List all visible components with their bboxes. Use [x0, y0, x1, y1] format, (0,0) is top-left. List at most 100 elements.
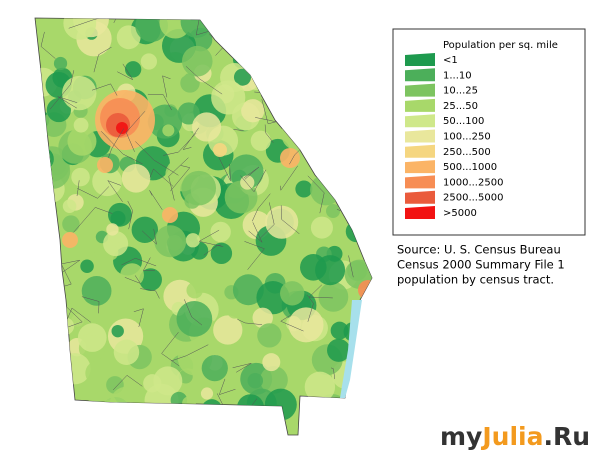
density-patch	[318, 281, 349, 312]
county-line	[280, 314, 304, 332]
county-line	[68, 18, 111, 29]
density-patch	[353, 45, 368, 60]
density-patch	[71, 167, 90, 187]
county-line	[149, 190, 163, 210]
density-patch	[264, 388, 297, 421]
density-patch	[257, 323, 282, 348]
county-line	[135, 141, 179, 176]
density-patch	[35, 214, 42, 227]
county-line	[184, 299, 203, 326]
density-patch	[264, 68, 297, 101]
density-patch	[304, 371, 336, 403]
urban-patch	[97, 157, 113, 173]
density-patch	[346, 153, 372, 188]
county-line	[59, 334, 70, 349]
density-patch	[35, 237, 60, 267]
county-line	[133, 308, 144, 328]
density-patch	[181, 45, 213, 77]
density-patch	[201, 399, 223, 420]
density-patch	[352, 128, 369, 145]
density-patch	[135, 18, 168, 42]
density-patch	[35, 152, 46, 166]
density-patch	[81, 400, 115, 435]
density-patch	[62, 75, 97, 111]
legend-swatch	[405, 160, 435, 174]
county-line	[76, 180, 80, 197]
density-patch	[323, 84, 355, 116]
density-patch	[245, 18, 273, 33]
county-line	[308, 284, 333, 299]
density-patch	[326, 204, 341, 219]
density-patch	[92, 166, 122, 197]
county-line	[141, 228, 157, 245]
legend-label: 500...1000	[443, 162, 497, 173]
coast-water	[340, 300, 362, 398]
density-patch	[310, 174, 342, 206]
density-patch	[106, 223, 119, 236]
source-line: Census 2000 Summary File 1	[397, 258, 565, 272]
urban-patch	[162, 207, 178, 223]
density-patch	[103, 231, 129, 257]
density-patch	[73, 117, 89, 133]
density-patch	[228, 154, 264, 190]
density-patch	[314, 394, 350, 429]
density-patch	[333, 174, 356, 197]
county-line	[93, 46, 112, 73]
county-line	[264, 124, 274, 143]
source-line: population by census tract.	[397, 273, 554, 287]
county-line	[49, 70, 75, 110]
density-patch	[192, 112, 222, 142]
density-patch	[260, 366, 288, 394]
county-line	[218, 378, 236, 396]
county-line	[100, 131, 143, 165]
density-patch	[182, 396, 196, 411]
county-line	[168, 157, 189, 201]
density-patch	[262, 353, 281, 372]
county-line	[198, 229, 224, 247]
county-line	[334, 18, 342, 22]
density-patch	[261, 18, 281, 34]
density-patch	[127, 426, 140, 435]
density-patch	[109, 386, 145, 422]
density-patch	[116, 25, 141, 50]
county-line	[77, 186, 110, 199]
density-patch	[246, 18, 263, 30]
county-line	[259, 202, 275, 240]
legend-label: 100...250	[443, 132, 491, 143]
density-patch	[351, 380, 368, 397]
density-patch	[241, 99, 265, 123]
density-patch	[237, 394, 265, 422]
density-patch	[323, 152, 342, 170]
density-patch	[121, 164, 151, 193]
urban-patch	[213, 143, 227, 157]
county-line	[280, 165, 298, 191]
county-line	[170, 165, 191, 192]
density-patch	[77, 323, 107, 352]
county-line	[140, 288, 160, 299]
density-patch	[53, 56, 68, 71]
county-line	[125, 111, 146, 152]
density-patch	[85, 360, 110, 386]
legend-swatch	[405, 114, 435, 128]
county-line	[348, 255, 354, 278]
density-patch	[232, 274, 264, 306]
legend-swatch	[405, 206, 435, 219]
density-patch	[355, 419, 370, 433]
legend-swatch	[405, 190, 435, 204]
legend-swatch	[405, 53, 435, 66]
density-patch	[293, 68, 306, 81]
density-patch	[181, 170, 217, 206]
density-patch	[304, 418, 322, 435]
county-line	[304, 397, 333, 418]
watermark-part: .Ru	[543, 422, 590, 451]
density-patch	[177, 408, 200, 431]
density-patch	[35, 139, 49, 154]
density-patch	[340, 44, 372, 79]
county-line	[312, 118, 319, 132]
legend-swatch	[405, 144, 435, 158]
county-line	[347, 182, 372, 201]
density-patch	[252, 307, 273, 328]
county-line	[149, 168, 174, 187]
watermark-part: Julia	[480, 422, 543, 451]
